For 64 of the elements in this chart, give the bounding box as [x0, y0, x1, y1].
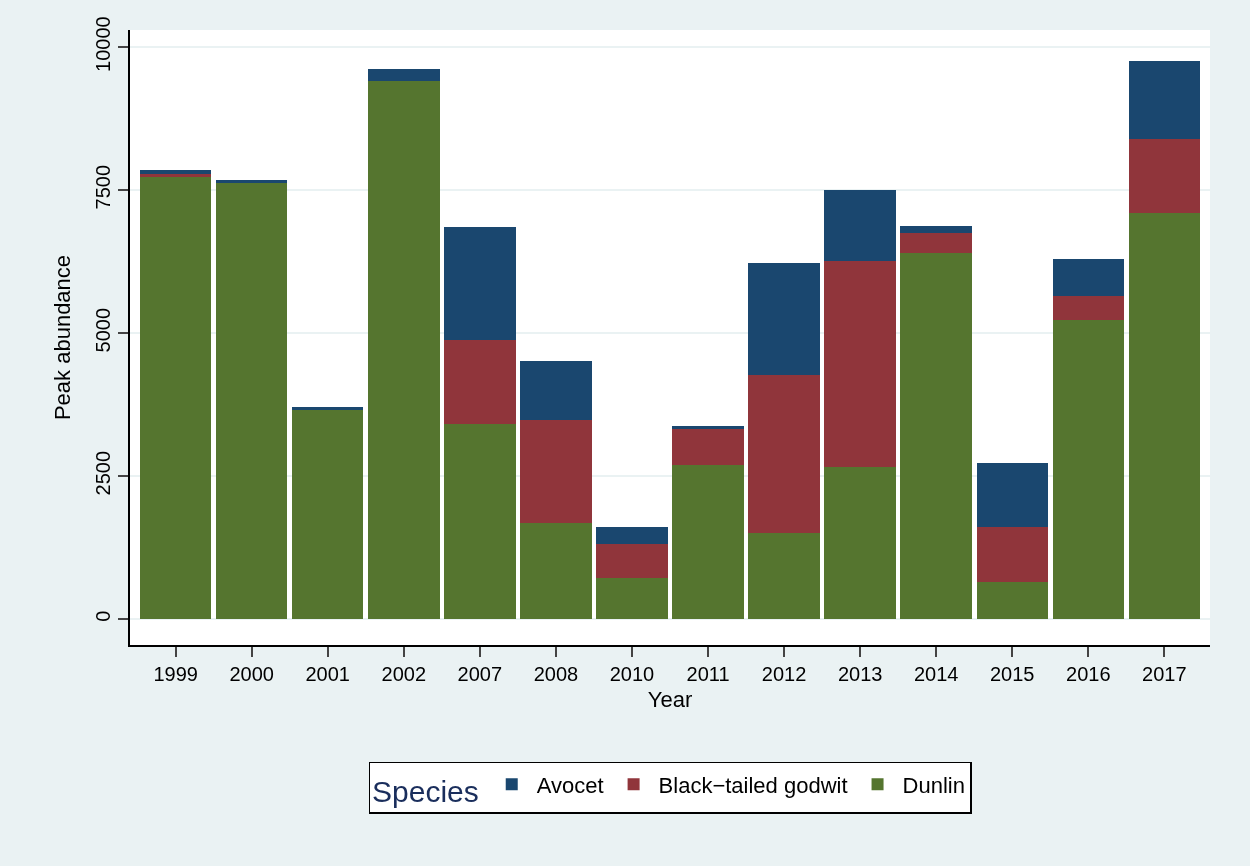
bar [215, 179, 288, 183]
x-tick-label: 1999 [153, 663, 198, 685]
bar [900, 253, 972, 620]
bar [596, 526, 668, 544]
bar [1128, 139, 1201, 213]
y-tick-label: 7500 [92, 164, 114, 210]
x-tick-label: 2000 [229, 663, 274, 685]
bar [672, 428, 744, 466]
x-tick-label: 2014 [913, 663, 959, 685]
y-tick-label: 5000 [92, 307, 114, 353]
bar [596, 578, 668, 620]
x-tick-label: 2011 [686, 663, 730, 685]
bar [292, 409, 364, 620]
bar [672, 465, 744, 620]
bar [1128, 212, 1201, 620]
x-tick-label: 2007 [457, 663, 503, 685]
bar [900, 226, 972, 233]
legend-label: Dunlin [902, 772, 965, 798]
bar [215, 182, 288, 620]
x-tick-label: 2001 [305, 663, 350, 685]
bar [520, 523, 592, 620]
bar [824, 190, 896, 262]
legend-title: Species [372, 775, 479, 809]
bar [139, 177, 212, 620]
bar [520, 360, 592, 421]
x-tick-label: 2010 [609, 663, 655, 685]
bar [1052, 296, 1125, 321]
y-axis-title: Peak abundance [50, 254, 76, 421]
bar [824, 261, 896, 468]
bar [292, 407, 364, 410]
bar [368, 68, 440, 81]
bar [748, 374, 820, 533]
x-tick-label: 2017 [1142, 663, 1187, 685]
x-axis-title: Year [647, 687, 693, 713]
bar [748, 532, 820, 620]
x-tick-label: 2015 [990, 663, 1035, 685]
y-tick-label: 2500 [92, 450, 114, 496]
bar [1128, 61, 1201, 140]
y-tick-label: 0 [92, 610, 114, 622]
bar [1052, 259, 1125, 297]
bar [139, 170, 212, 175]
bar [976, 582, 1048, 620]
bar [976, 463, 1048, 528]
bar [444, 423, 516, 620]
legend-label: Black−tailed godwit [658, 772, 848, 798]
bar [900, 232, 972, 254]
legend-label: Avocet [536, 772, 604, 798]
x-tick-label: 2002 [381, 663, 427, 685]
bar [444, 226, 516, 341]
x-tick-label: 2016 [1066, 663, 1111, 685]
bar [748, 263, 820, 375]
bar [1052, 320, 1125, 620]
bar [139, 174, 212, 178]
bar [444, 340, 516, 424]
bar [672, 425, 744, 429]
x-tick-label: 2012 [761, 663, 807, 685]
bar [596, 543, 668, 579]
x-tick-label: 2013 [837, 663, 883, 685]
bar [520, 420, 592, 524]
bar [976, 527, 1048, 583]
x-tick-label: 2008 [533, 663, 579, 685]
bar [824, 467, 896, 620]
bar [368, 80, 440, 620]
y-tick-label: 10000 [92, 16, 114, 72]
